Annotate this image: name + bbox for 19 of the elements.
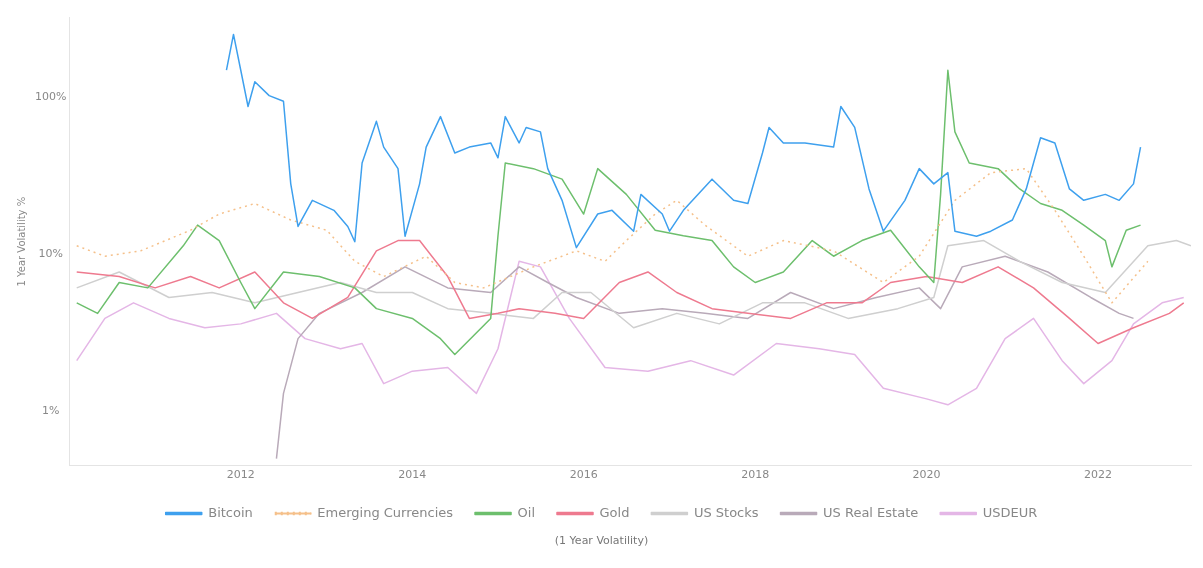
legend-label: Gold <box>599 504 630 520</box>
y-tick-label: 10% <box>38 247 63 260</box>
x-tick-label: 2020 <box>912 468 941 482</box>
x-tick-label: 2018 <box>741 468 770 482</box>
legend-label: Oil <box>517 504 536 520</box>
y-tick-label: 100% <box>35 89 67 103</box>
y-tick-label: 1% <box>42 404 60 418</box>
legend-label: Emerging Currencies <box>317 504 454 520</box>
legend-label: US Stocks <box>693 504 759 520</box>
legend-label: USDEUR <box>982 504 1038 520</box>
legend-label: Bitcoin <box>208 504 253 520</box>
y-axis-title: 1 Year Volatility % <box>15 196 27 287</box>
legend-label: US Real Estate <box>823 504 919 520</box>
line-series <box>75 167 1149 304</box>
x-axis-title: (1 Year Volatility) <box>553 534 650 547</box>
x-tick-label: 2014 <box>398 468 427 482</box>
x-tick-label: 2022 <box>1084 468 1113 482</box>
x-tick-label: 2016 <box>569 468 598 482</box>
x-tick-label: 2012 <box>226 468 255 482</box>
